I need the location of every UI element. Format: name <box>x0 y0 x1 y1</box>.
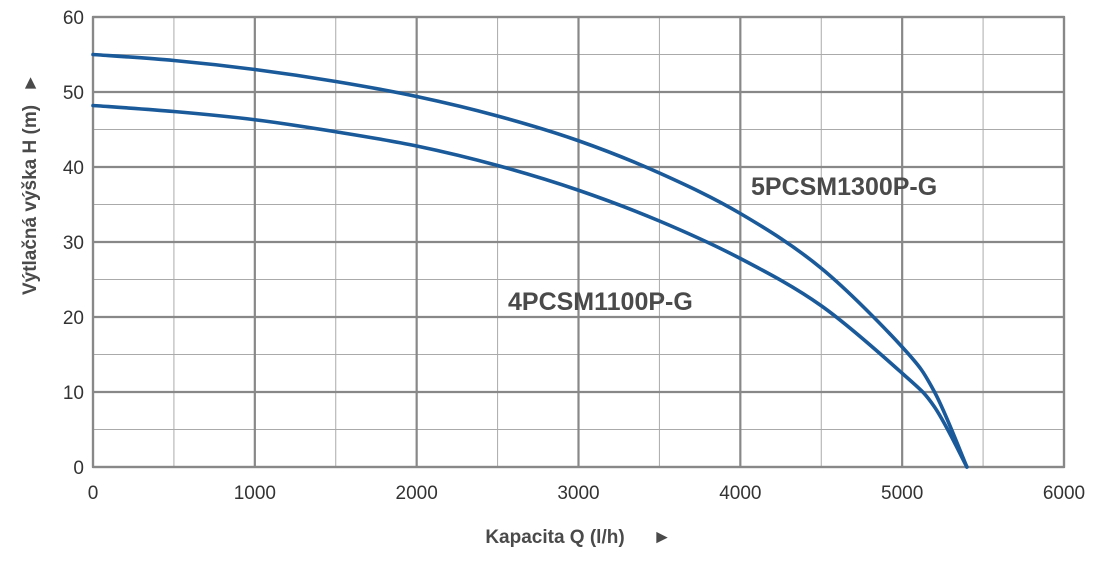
y-tick-label: 50 <box>63 83 84 104</box>
x-tick-label: 6000 <box>1043 483 1085 504</box>
y-tick-label: 30 <box>63 233 84 254</box>
x-tick-label: 1000 <box>234 483 276 504</box>
y-tick-labels: 0 10 20 30 40 50 60 <box>63 8 84 479</box>
series-label-4pcsm1100p-g: 4PCSM1100P-G <box>508 288 693 316</box>
x-tick-label: 5000 <box>881 483 923 504</box>
x-tick-label: 0 <box>88 483 99 504</box>
plot-frame <box>91 15 1066 469</box>
series-line-4pcsm1100p-g <box>91 103 969 469</box>
x-tick-label: 3000 <box>557 483 599 504</box>
x-tick-label: 2000 <box>396 483 438 504</box>
series-lines <box>91 52 969 469</box>
series-labels: 5PCSM1300P-G 4PCSM1100P-G <box>508 173 937 316</box>
y-tick-label: 40 <box>63 158 84 179</box>
series-line-5pcsm1300p-g <box>91 52 969 469</box>
y-tick-label: 0 <box>73 458 84 479</box>
x-axis-label: Kapacita Q (l/h) <box>485 527 624 548</box>
major-gridlines <box>91 15 1066 469</box>
x-tick-label: 4000 <box>719 483 761 504</box>
y-tick-label: 60 <box>63 8 84 29</box>
x-tick-labels: 0 1000 2000 3000 4000 5000 6000 <box>88 483 1085 504</box>
series-label-5pcsm1300p-g: 5PCSM1300P-G <box>751 173 937 201</box>
x-axis-arrow: ► <box>653 527 672 548</box>
y-axis-arrow: ► <box>20 74 41 93</box>
y-axis-label: Výtlačná výška H (m) <box>20 105 41 295</box>
y-tick-label: 20 <box>63 308 84 329</box>
y-tick-label: 10 <box>63 383 84 404</box>
